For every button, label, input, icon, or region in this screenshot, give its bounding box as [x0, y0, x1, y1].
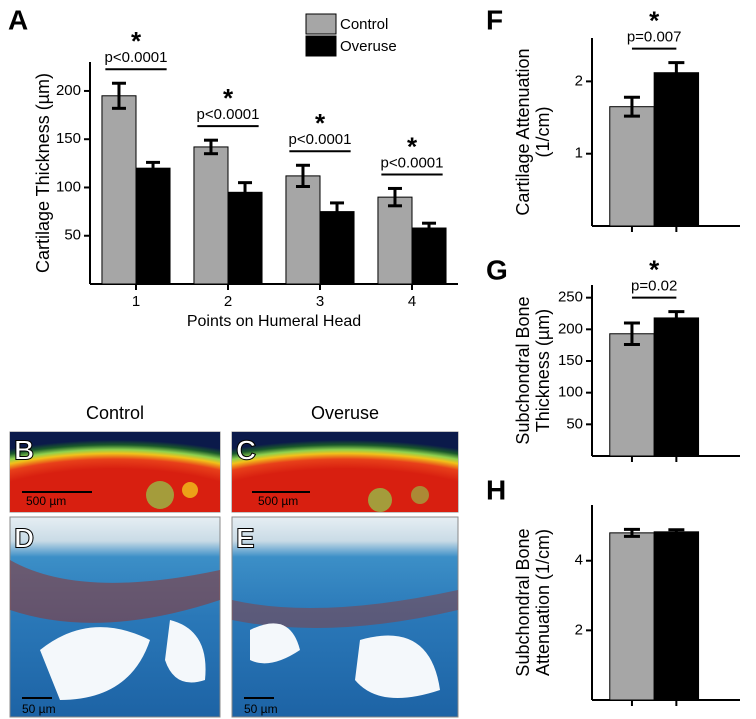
ct-image: B 500 µm: [9, 431, 221, 513]
y-tick-label: 2: [575, 621, 583, 638]
p-value: p=0.007: [627, 29, 682, 46]
y-axis-label: Cartilage Attenuation: [513, 48, 533, 215]
y-tick-label: 2: [575, 72, 583, 89]
bar: [101, 95, 137, 285]
y-tick-label: 50: [64, 227, 81, 244]
y-tick-label: 4: [575, 552, 583, 569]
y-tick-label: 100: [56, 178, 81, 195]
y-tick-label: 50: [566, 415, 583, 432]
legend-swatch: [305, 13, 337, 35]
significance-star: *: [407, 131, 418, 161]
bar: [377, 196, 413, 285]
ct-image: C 500 µm: [231, 431, 459, 513]
scale-label: 500 µm: [26, 494, 66, 508]
panel-letter: E: [236, 522, 255, 553]
bar: [609, 106, 655, 227]
legend-swatch: [305, 35, 337, 57]
column-label: Control: [86, 403, 144, 423]
column-label: Overuse: [311, 403, 379, 423]
x-axis-label: Points on Humeral Head: [187, 313, 361, 330]
panel-letter: H: [486, 474, 506, 505]
panel-letter: F: [486, 4, 503, 35]
p-value: p<0.0001: [105, 49, 168, 66]
y-axis-label: Subchondral Bone: [513, 528, 533, 676]
p-value: p=0.02: [631, 278, 677, 295]
y-tick-label: 150: [56, 130, 81, 147]
bar: [609, 333, 655, 457]
panel-letter: B: [14, 434, 34, 465]
panel-letter: G: [486, 254, 508, 285]
bar: [653, 72, 700, 227]
x-tick-label: 2: [224, 293, 232, 310]
y-tick-label: 1: [575, 145, 583, 162]
significance-star: *: [649, 254, 660, 284]
significance-star: *: [649, 5, 660, 35]
y-tick-label: 200: [558, 320, 583, 337]
y-axis-label: Subchondral Bone: [513, 296, 533, 444]
y-tick-label: 250: [558, 289, 583, 306]
legend-label: Control: [340, 16, 388, 33]
p-value: p<0.0001: [197, 106, 260, 123]
panel-letter: A: [8, 4, 28, 35]
y-tick-label: 150: [558, 352, 583, 369]
panel-letter: C: [236, 434, 256, 465]
legend-label: Overuse: [340, 38, 397, 55]
significance-star: *: [223, 83, 234, 113]
bar: [653, 317, 700, 457]
y-axis-label: (1/cm): [533, 107, 553, 158]
bar: [135, 167, 171, 285]
y-tick-label: 200: [56, 82, 81, 99]
scale-label: 500 µm: [258, 494, 298, 508]
bar: [411, 227, 447, 285]
y-tick-label: 100: [558, 384, 583, 401]
y-axis-label: Thickness (µm): [533, 309, 553, 432]
significance-star: *: [131, 26, 142, 56]
bar: [653, 531, 700, 701]
bar: [227, 191, 263, 285]
histology-image: E 50 µm: [231, 516, 459, 718]
p-value: p<0.0001: [381, 154, 444, 171]
x-tick-label: 1: [132, 293, 140, 310]
bar: [193, 146, 229, 285]
scale-label: 50 µm: [244, 702, 278, 716]
bar: [285, 175, 321, 285]
bar: [609, 532, 655, 701]
histology-image: D 50 µm: [9, 516, 221, 718]
x-tick-label: 3: [316, 293, 324, 310]
significance-star: *: [315, 108, 326, 138]
x-tick-label: 4: [408, 293, 416, 310]
scale-label: 50 µm: [22, 702, 56, 716]
bar: [319, 211, 355, 285]
y-axis-label: Attenuation (1/cm): [533, 529, 553, 676]
y-axis-label: Cartilage Thickness (µm): [33, 73, 53, 273]
panel-letter: D: [14, 522, 34, 553]
p-value: p<0.0001: [289, 131, 352, 148]
